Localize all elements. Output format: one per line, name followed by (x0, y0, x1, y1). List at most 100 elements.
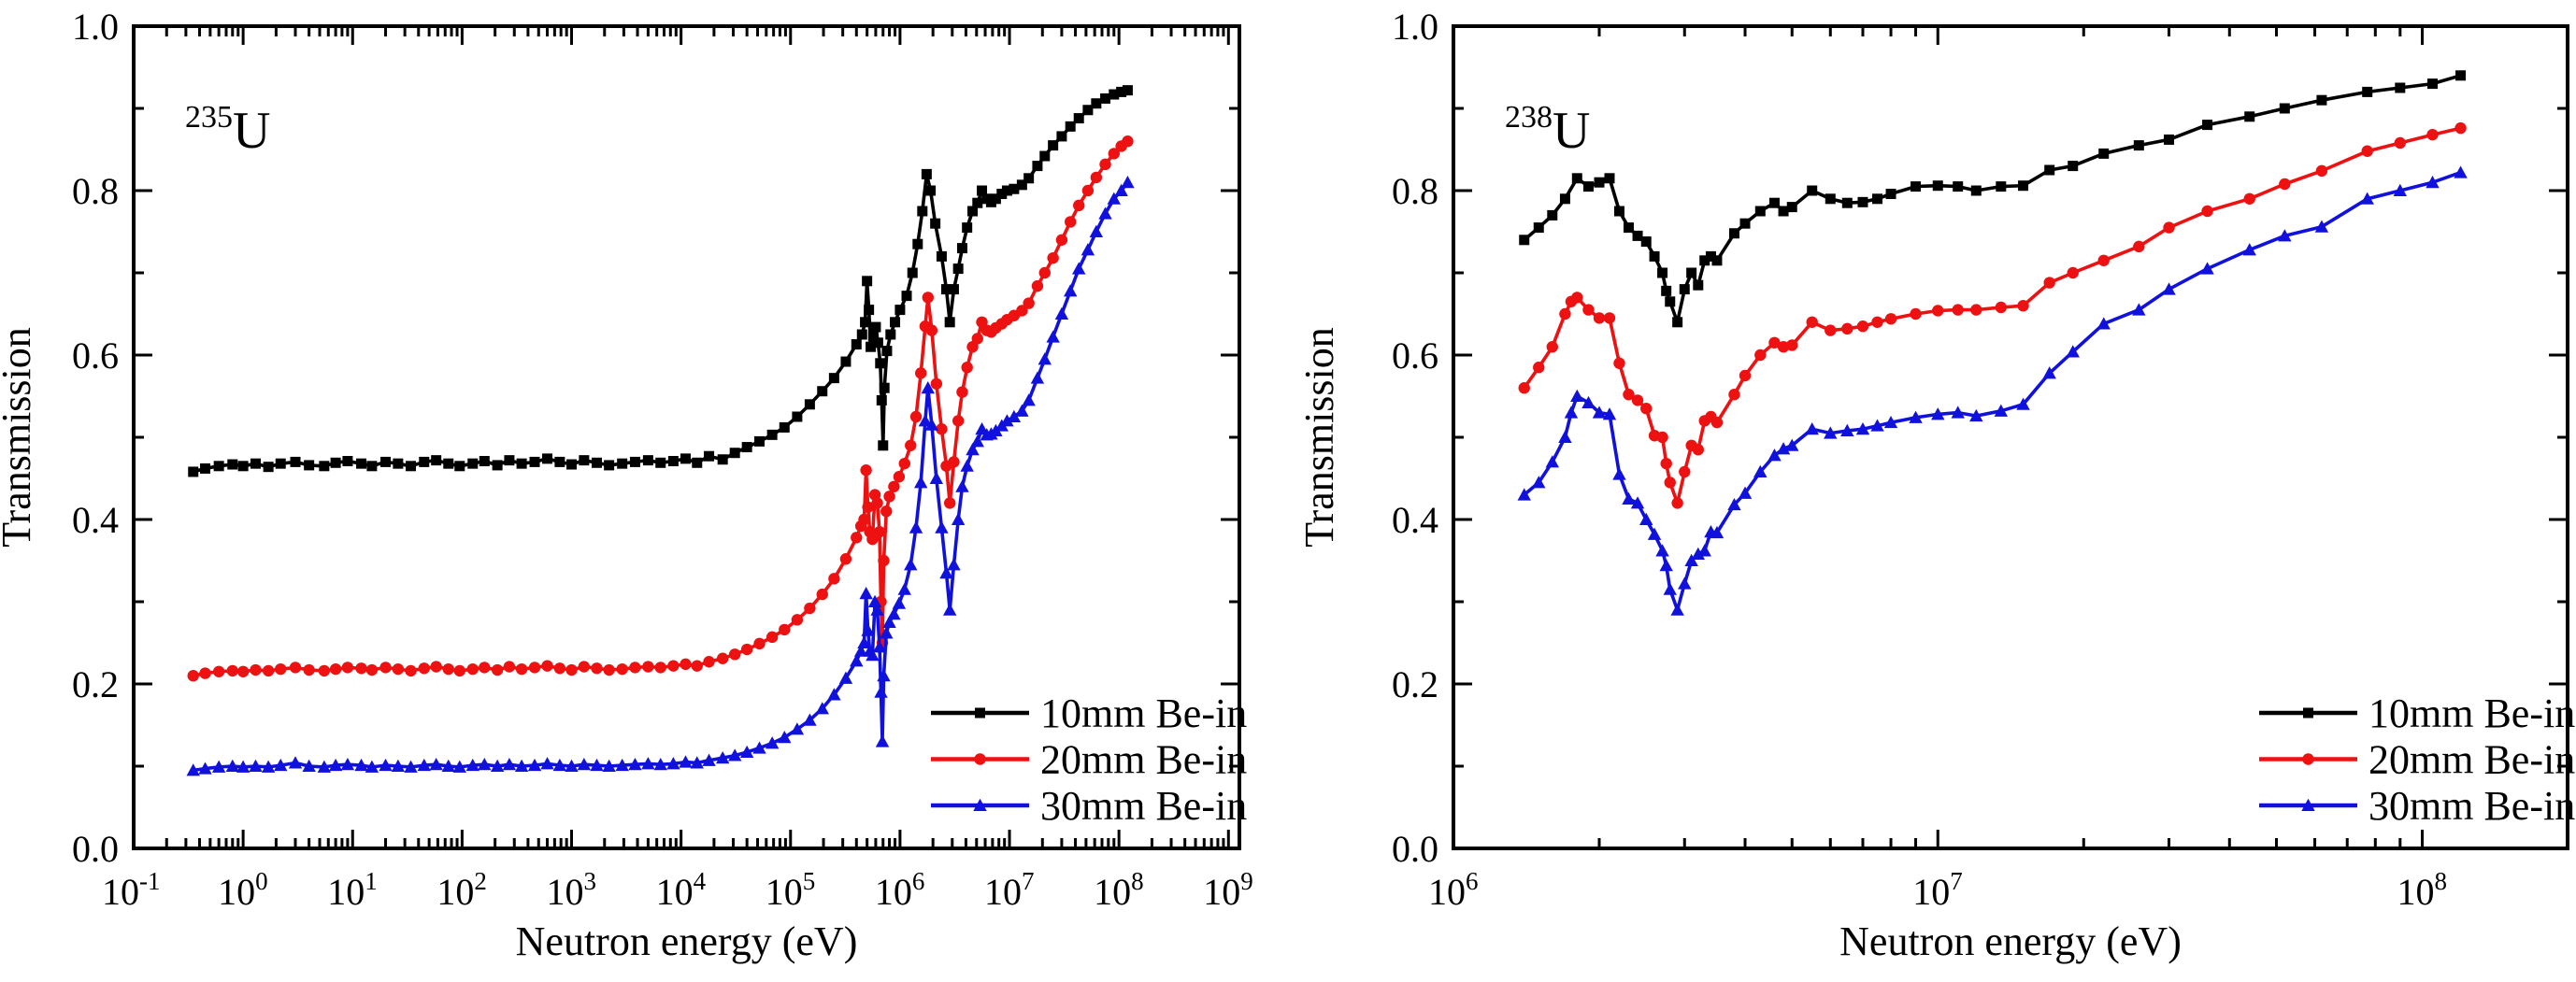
circle-marker (616, 662, 628, 676)
y-axis-label: Transmission (1296, 327, 1342, 548)
square-marker (2427, 78, 2439, 90)
triangle-marker (853, 644, 868, 657)
square-marker (956, 243, 967, 254)
square-marker (304, 460, 315, 471)
circle-marker (860, 464, 872, 477)
triangle-marker (186, 763, 200, 776)
square-marker (2098, 148, 2110, 159)
triangle-marker (1951, 406, 1965, 419)
circle-marker (1108, 148, 1120, 160)
square-marker (1693, 279, 1704, 291)
legend-item: 30mm Be-in (2259, 783, 2575, 829)
y-tick-label: 0.6 (1392, 334, 1438, 377)
series-line (1523, 126, 2462, 505)
square-marker (2068, 161, 2079, 172)
circle-marker (1656, 431, 1668, 444)
square-marker (516, 458, 527, 469)
triangle-marker (1655, 544, 1669, 557)
square-marker (925, 185, 937, 196)
triangle-marker (790, 722, 805, 735)
square-marker (1073, 113, 1084, 124)
circle-marker (2043, 277, 2055, 289)
triangle-marker (702, 753, 716, 766)
triangle-marker (1107, 192, 1121, 205)
triangle-marker (857, 635, 871, 648)
series-square (188, 85, 1133, 477)
y-tick-label: 0.0 (1392, 828, 1438, 870)
square-marker (766, 429, 778, 440)
triangle-marker (1114, 183, 1128, 196)
legend-label: 10mm Be-in (1040, 690, 1247, 736)
square-marker (213, 461, 224, 472)
circle-marker (418, 662, 430, 675)
triangle-marker (2097, 317, 2111, 330)
triangle-marker (882, 615, 896, 628)
triangle-marker (1532, 476, 1546, 489)
circle-marker (930, 377, 943, 390)
square-marker (881, 346, 893, 357)
triangle-marker (1558, 430, 1572, 443)
triangle-marker (225, 759, 239, 772)
square-marker (200, 463, 211, 474)
triangle-marker (715, 751, 730, 764)
triangle-marker (1931, 407, 1945, 420)
circle-marker (888, 480, 900, 492)
square-marker (1604, 173, 1615, 184)
square-marker (554, 456, 565, 467)
square-marker (275, 458, 286, 469)
circle-marker (318, 664, 331, 677)
circle-marker (1806, 316, 1818, 328)
square-marker (1657, 267, 1668, 278)
triangle-marker (1592, 406, 1607, 419)
triangle-marker (690, 756, 704, 769)
triangle-marker (2454, 165, 2468, 178)
square-marker (504, 455, 515, 466)
square-marker (996, 189, 1008, 200)
triangle-marker (1612, 467, 1626, 480)
x-tick-label: 109 (1203, 867, 1253, 913)
triangle-marker (1602, 407, 1617, 420)
circle-marker (791, 614, 804, 626)
square-marker (1872, 193, 1883, 205)
triangle-marker (615, 758, 629, 772)
square-marker (419, 456, 430, 467)
triangle-marker (970, 434, 984, 448)
square-marker (1056, 131, 1067, 142)
square-marker (1016, 179, 1027, 191)
triangle-marker (872, 640, 887, 653)
circle-marker (2201, 205, 2213, 218)
circle-marker (1910, 307, 1922, 320)
y-axis-label: Transmission (0, 327, 39, 548)
triangle-marker (2301, 798, 2315, 811)
triangle-marker (870, 603, 884, 616)
triangle-marker (261, 760, 276, 773)
square-marker (912, 238, 923, 249)
triangle-marker (2016, 397, 2030, 410)
square-marker (867, 331, 879, 342)
chart-svg: 10-1 100 101 102 103 104 105 106 107 108 109 0.0 0.2… (0, 6, 1253, 964)
series-line (1523, 74, 2462, 324)
square-marker (479, 456, 490, 467)
x-axis-ticks (1452, 26, 2425, 848)
x-tick-label: 107 (984, 867, 1035, 913)
square-marker (875, 358, 886, 369)
square-marker (667, 456, 679, 467)
circle-marker (816, 588, 828, 601)
triangle-marker (1710, 525, 1724, 539)
square-marker (642, 455, 653, 466)
circle-marker (851, 532, 863, 544)
circle-marker (553, 662, 566, 675)
circle-marker (1841, 322, 1853, 335)
square-marker (692, 457, 703, 468)
circle-marker (1613, 357, 1625, 369)
circle-marker (1593, 312, 1606, 324)
circle-marker (453, 664, 465, 677)
circle-marker (1679, 465, 1691, 478)
square-marker (1091, 98, 1102, 109)
square-marker (1705, 250, 1716, 262)
square-marker (1122, 85, 1133, 96)
triangle-marker (2314, 220, 2329, 233)
triangle-marker (1581, 395, 1596, 409)
triangle-marker (1670, 603, 1684, 616)
triangle-marker (1545, 455, 1559, 468)
